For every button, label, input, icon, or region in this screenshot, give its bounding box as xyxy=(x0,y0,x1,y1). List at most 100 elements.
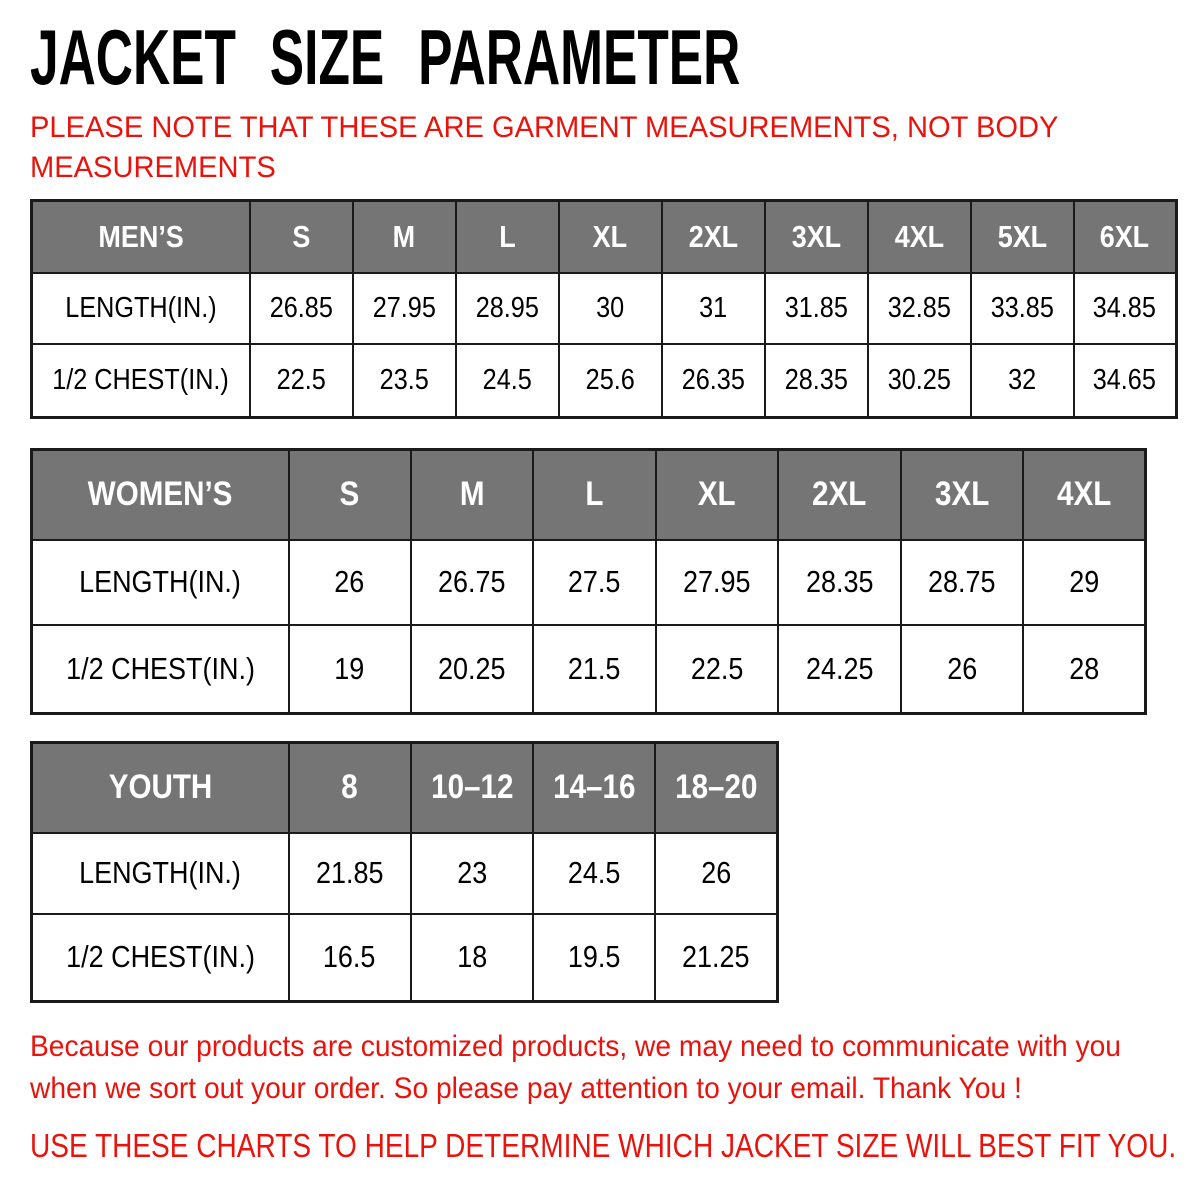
cell-text: LENGTH(IN.) xyxy=(79,855,242,890)
cell-text: LENGTH(IN.) xyxy=(65,291,217,324)
cell-text: 34.65 xyxy=(1093,363,1157,396)
measurement-value-cell: 24.5 xyxy=(531,831,657,915)
cell-text: 30.25 xyxy=(887,363,951,396)
measurement-value-cell: 21.5 xyxy=(532,623,657,715)
measurement-value-cell: 18 xyxy=(409,912,535,1003)
page-title: JACKET SIZE PARAMETER xyxy=(30,13,741,101)
cell-text: 24.5 xyxy=(567,855,621,890)
cell-text: 1/2 CHEST(IN.) xyxy=(52,363,230,396)
table-row: LENGTH(IN.) 26.85 27.95 28.95 30 31 31.85 32.85… xyxy=(30,271,1178,345)
measurement-value-cell: 31.85 xyxy=(763,271,869,345)
womens-header-row: WOMEN’S S M L XL 2XL 3XL 4XL xyxy=(30,448,1147,541)
womens-size-header-cell: 3XL xyxy=(899,448,1025,541)
cell-text: 34.85 xyxy=(1093,291,1157,324)
cell-text: 3XL xyxy=(934,475,989,514)
measurement-value-cell: 32 xyxy=(969,342,1075,419)
cell-text: 26.85 xyxy=(269,291,333,324)
mens-size-header-cell: M xyxy=(351,199,457,274)
mens-size-table: MEN’S S M L XL 2XL 3XL 4XL 5XL 6XL LENGTH(IN.) 26.8… xyxy=(30,199,1178,419)
cell-text: 23 xyxy=(456,855,487,890)
measurement-value-cell: 22.5 xyxy=(248,342,354,419)
cell-text: 26 xyxy=(334,564,365,599)
mens-size-header-cell: XL xyxy=(557,199,663,274)
measurement-value-cell: 24.5 xyxy=(454,342,560,419)
mens-size-header-cell: 2XL xyxy=(660,199,766,274)
table-row: 1/2 CHEST(IN.) 16.5 18 19.5 21.25 xyxy=(30,912,779,1003)
measurement-value-cell: 33.85 xyxy=(969,271,1075,345)
table-row: LENGTH(IN.) 21.85 23 24.5 26 xyxy=(30,831,779,915)
cell-text: 28.35 xyxy=(784,363,848,396)
cell-text: 28.95 xyxy=(475,291,539,324)
cell-text: 27.95 xyxy=(372,291,436,324)
row-label-cell: LENGTH(IN.) xyxy=(30,271,251,345)
cell-text: 28.35 xyxy=(805,564,874,599)
womens-table-title-cell: WOMEN’S xyxy=(30,448,290,541)
mens-table-title-cell: MEN’S xyxy=(30,199,251,274)
measurement-value-cell: 21.85 xyxy=(287,831,412,915)
measurement-value-cell: 30.25 xyxy=(866,342,972,419)
youth-size-header-cell: 10–12 xyxy=(409,741,535,834)
row-label-cell: 1/2 CHEST(IN.) xyxy=(30,623,290,715)
mens-size-header-cell: L xyxy=(454,199,560,274)
cell-text: 2XL xyxy=(688,218,738,254)
cell-text: 24.25 xyxy=(805,650,874,686)
womens-size-header-cell: XL xyxy=(654,448,780,541)
womens-size-header-cell: 2XL xyxy=(777,448,902,541)
cell-text: 1/2 CHEST(IN.) xyxy=(65,650,255,686)
youth-table-title-cell: YOUTH xyxy=(30,741,290,834)
measurement-value-cell: 26 xyxy=(899,623,1025,715)
table-row: LENGTH(IN.) 26 26.75 27.5 27.95 28.35 28.75 29 xyxy=(30,538,1147,626)
note-line-2: MEASUREMENTS xyxy=(30,150,276,184)
table-row: 1/2 CHEST(IN.) 19 20.25 21.5 22.5 24.25 26 28 xyxy=(30,623,1147,715)
mens-size-table-container: MEN’S S M L XL 2XL 3XL 4XL 5XL 6XL LENGTH(IN.) 26.8… xyxy=(30,199,1178,419)
cell-text: WOMEN’S xyxy=(87,475,233,514)
measurement-value-cell: 23 xyxy=(409,831,535,915)
youth-size-table: YOUTH 8 10–12 14–16 18–20 LENGTH(IN.) 21.85 23 2… xyxy=(30,741,779,1003)
measurement-value-cell: 26.35 xyxy=(660,342,766,419)
cell-text: 16.5 xyxy=(323,939,376,975)
cell-text: 4XL xyxy=(894,218,944,254)
row-label-cell: LENGTH(IN.) xyxy=(30,538,290,626)
cell-text: YOUTH xyxy=(108,768,213,807)
youth-size-table-container: YOUTH 8 10–12 14–16 18–20 LENGTH(IN.) 21.85 23 2… xyxy=(30,741,779,1003)
cell-text: 27.95 xyxy=(683,564,751,599)
cell-text: 3XL xyxy=(791,218,841,254)
womens-size-header-cell: 4XL xyxy=(1022,448,1147,541)
cell-text: XL xyxy=(698,475,736,514)
customization-notice: Because our products are customized prod… xyxy=(30,1026,1191,1110)
measurement-value-cell: 28.75 xyxy=(899,538,1025,626)
youth-size-header-cell: 18–20 xyxy=(654,741,779,834)
measurement-value-cell: 23.5 xyxy=(351,342,457,419)
cell-text: LENGTH(IN.) xyxy=(79,564,242,599)
cell-text: 10–12 xyxy=(430,768,513,807)
mens-size-header-cell: S xyxy=(248,199,354,274)
mens-size-header-cell: 5XL xyxy=(969,199,1075,274)
garment-measurement-note: PLEASE NOTE THAT THESE ARE GARMENT MEASU… xyxy=(30,108,1090,187)
cell-text: 32 xyxy=(1007,363,1037,396)
measurement-value-cell: 16.5 xyxy=(287,912,412,1003)
cell-text: M xyxy=(392,218,416,254)
cell-text: 29 xyxy=(1069,564,1100,599)
measurement-value-cell: 30 xyxy=(557,271,663,345)
cell-text: M xyxy=(459,475,485,514)
cell-text: 28 xyxy=(1069,650,1100,686)
cell-text: 21.85 xyxy=(315,855,384,890)
cell-text: 2XL xyxy=(812,475,867,514)
measurement-value-cell: 28.95 xyxy=(454,271,560,345)
cell-text: 30 xyxy=(595,291,625,324)
youth-size-header-cell: 14–16 xyxy=(531,741,657,834)
cell-text: L xyxy=(585,475,604,514)
mens-size-header-cell: 3XL xyxy=(763,199,869,274)
cell-text: S xyxy=(339,475,360,514)
notice-line-1: Because our products are customized prod… xyxy=(30,1030,1121,1063)
mens-size-header-cell: 4XL xyxy=(866,199,972,274)
measurement-value-cell: 29 xyxy=(1022,538,1147,626)
measurement-value-cell: 24.25 xyxy=(777,623,902,715)
cell-text: 21.25 xyxy=(682,939,750,975)
measurement-value-cell: 19.5 xyxy=(531,912,657,1003)
cell-text: 21.5 xyxy=(568,650,621,686)
measurement-value-cell: 27.95 xyxy=(654,538,780,626)
mens-size-header-cell: 6XL xyxy=(1072,199,1178,274)
measurement-value-cell: 20.25 xyxy=(409,623,535,715)
